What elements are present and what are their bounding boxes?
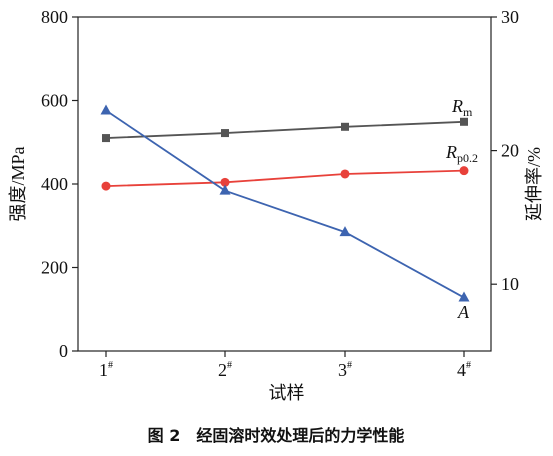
x-tick-label: 3#: [338, 360, 352, 380]
data-point-2-1: [219, 184, 231, 195]
x-tick-label-sup: #: [466, 360, 471, 371]
x-axis-title: 试样: [269, 383, 305, 403]
x-tick-label: 2#: [218, 360, 232, 380]
series-layer: [100, 104, 470, 302]
data-point-0-0: [102, 134, 110, 143]
series-line-a: [105, 109, 465, 299]
left-y-tick-label: 0: [59, 341, 68, 361]
series-label-main: R: [445, 142, 457, 162]
data-point-1-0: [101, 181, 111, 191]
data-point-2-0: [100, 104, 112, 115]
data-point-1-2: [340, 169, 350, 179]
right-y-tick-label: 10: [501, 274, 519, 294]
x-tick-label: 1#: [99, 360, 113, 380]
x-tick-label: 4#: [457, 360, 471, 380]
data-point-1-3: [459, 166, 469, 176]
right-y-axis-title: 延伸率/%: [524, 147, 544, 221]
data-point-2-3: [458, 291, 470, 302]
data-point-2-2: [339, 226, 351, 237]
series-line-r-m: [105, 120, 465, 139]
data-point-0-3: [460, 117, 468, 126]
series-label-sub: p0.2: [457, 151, 478, 165]
left-y-axis-title: 强度/MPa: [8, 146, 28, 221]
series-label: Rm: [451, 96, 473, 119]
left-y-tick-label: 400: [41, 174, 68, 194]
data-point-0-1: [221, 129, 229, 138]
data-point-1-1: [220, 177, 230, 187]
series-label: A: [457, 302, 470, 322]
left-y-tick-label: 800: [41, 7, 68, 27]
x-tick-label-base: 1: [99, 360, 108, 380]
x-tick-label-sup: #: [108, 360, 113, 371]
figure-caption: 图 2 经固溶时效处理后的力学性能: [148, 426, 405, 445]
series-label-sub: m: [463, 105, 473, 119]
series-label: Rp0.2: [445, 142, 478, 165]
series-line-r-p02: [105, 169, 465, 187]
right-y-tick-label: 30: [501, 7, 519, 27]
x-tick-label-base: 4: [457, 360, 466, 380]
x-tick-label-base: 2: [218, 360, 227, 380]
data-point-0-2: [341, 122, 349, 131]
x-tick-label-sup: #: [227, 360, 232, 371]
plot-frame: [77, 16, 492, 352]
left-y-tick-label: 600: [41, 91, 68, 111]
series-label-main: A: [457, 302, 470, 322]
left-y-tick-label: 200: [41, 258, 68, 278]
right-y-tick-label: 20: [501, 141, 519, 161]
series-label-main: R: [451, 96, 463, 116]
x-tick-label-sup: #: [347, 360, 352, 371]
x-tick-label-base: 3: [338, 360, 347, 380]
